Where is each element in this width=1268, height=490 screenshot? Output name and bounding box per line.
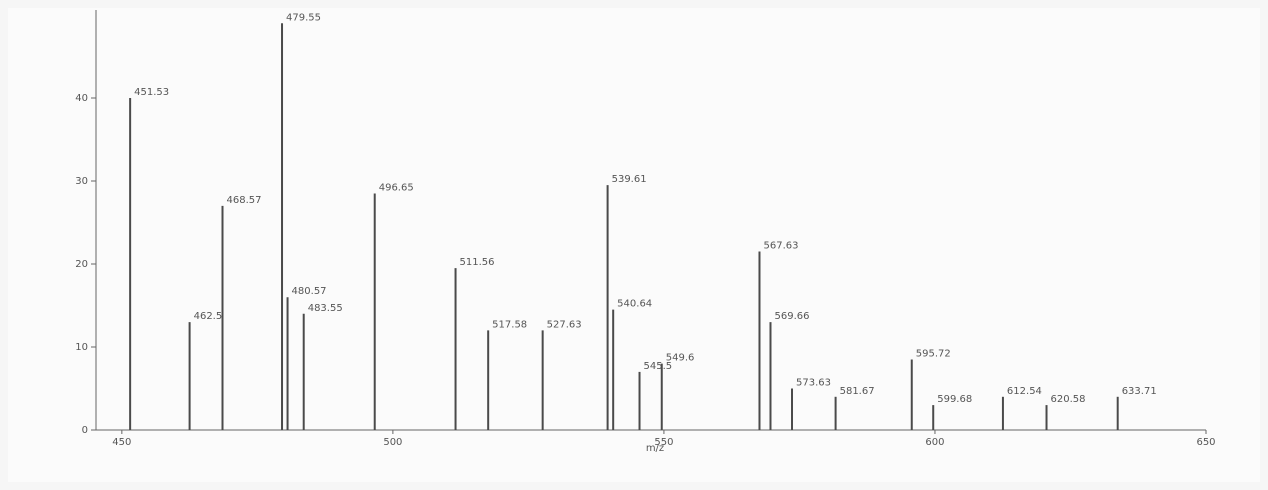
y-tick-label: 0 [82, 425, 88, 436]
peak-label: 527.63 [547, 319, 582, 330]
peak-label: 612.54 [1007, 386, 1042, 397]
peak-label: 567.63 [763, 241, 798, 252]
peak-label: 479.55 [286, 12, 321, 23]
peak-label: 573.63 [796, 378, 831, 389]
peak-label: 517.58 [492, 319, 527, 330]
y-tick-label: 20 [75, 259, 88, 270]
x-axis-label: m/z [646, 443, 664, 454]
x-tick-label: 550 [654, 437, 673, 448]
peak-label: 569.66 [774, 311, 809, 322]
peak-label: 549.6 [666, 353, 695, 364]
peak-label: 581.67 [840, 386, 875, 397]
peak-label: 483.55 [308, 303, 343, 314]
peak-label: 462.5 [194, 311, 223, 322]
y-tick-label: 40 [75, 93, 88, 104]
x-tick-label: 650 [1196, 437, 1215, 448]
peak-label: 620.58 [1051, 394, 1086, 405]
x-tick-label: 600 [925, 437, 944, 448]
y-tick-label: 10 [75, 342, 88, 353]
x-tick-label: 500 [383, 437, 402, 448]
peak-label: 599.68 [937, 394, 972, 405]
peak-label: 451.53 [134, 87, 169, 98]
peak-label: 595.72 [916, 348, 951, 359]
peak-label: 633.71 [1122, 386, 1157, 397]
peak-label: 545.5 [644, 361, 673, 372]
peak-label: 511.56 [460, 257, 495, 268]
peak-label: 496.65 [379, 182, 414, 193]
paper [8, 8, 1260, 482]
peak-label: 540.64 [617, 299, 652, 310]
y-tick-label: 30 [75, 176, 88, 187]
peak-label: 539.61 [612, 174, 647, 185]
x-tick-label: 450 [112, 437, 131, 448]
peak-label: 480.57 [292, 286, 327, 297]
peak-label: 468.57 [227, 195, 262, 206]
